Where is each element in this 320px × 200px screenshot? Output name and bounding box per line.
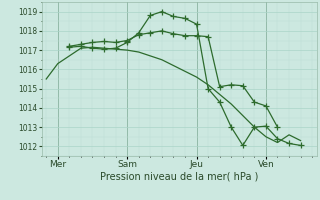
X-axis label: Pression niveau de la mer( hPa ): Pression niveau de la mer( hPa ): [100, 172, 258, 182]
